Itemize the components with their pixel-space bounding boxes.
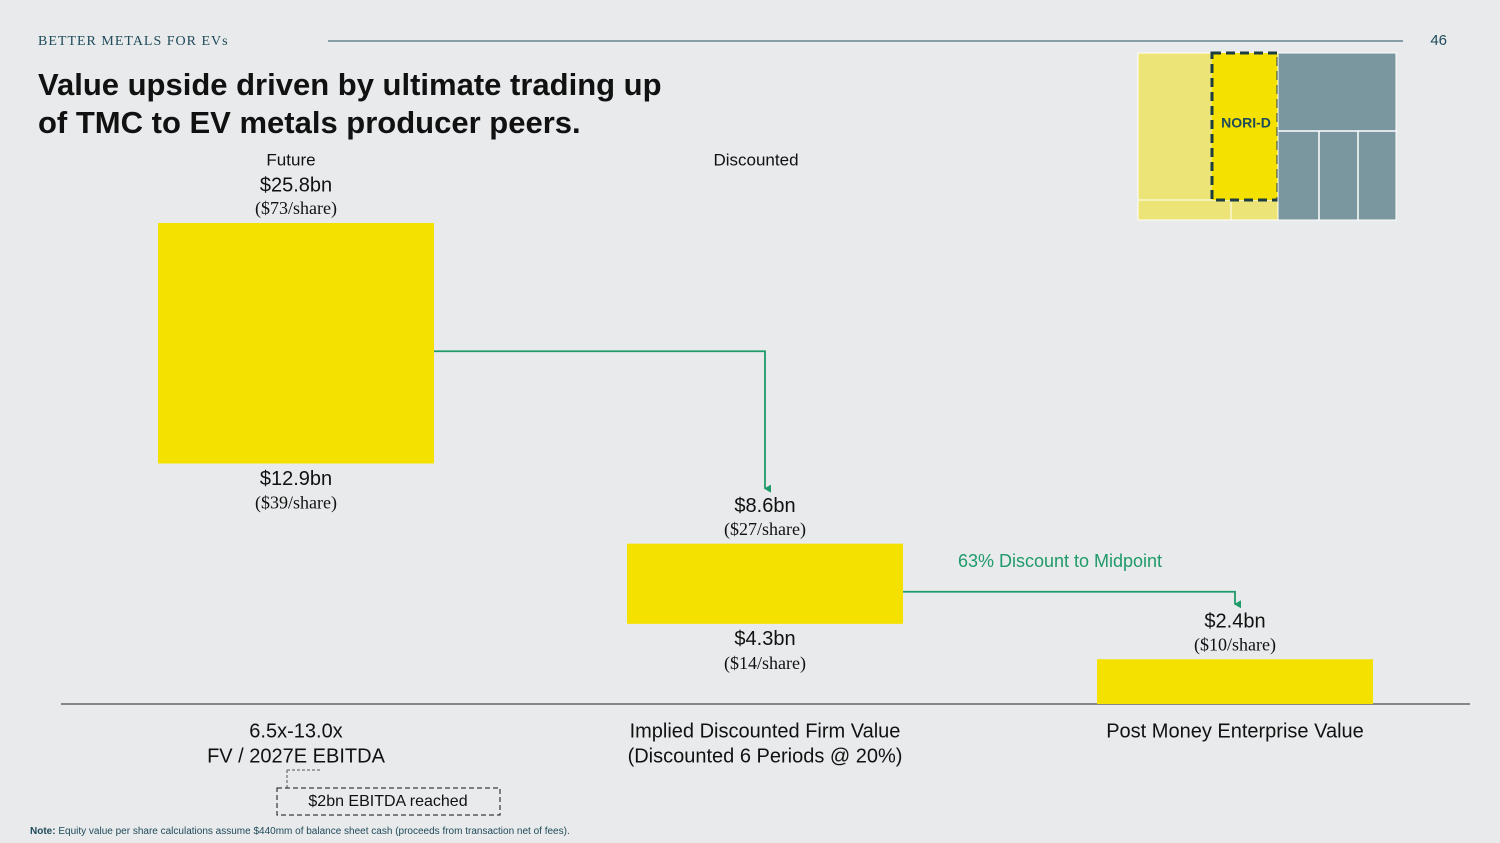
category-label: FV / 2027E EBITDA [207, 745, 386, 767]
callout-box [276, 787, 501, 816]
note-text: Equity value per share calculations assu… [58, 826, 569, 837]
column-header: Future [266, 150, 315, 169]
category-label: Implied Discounted Firm Value [630, 720, 901, 742]
high-label: $8.6bn [734, 495, 795, 517]
inset-map: NORI-D [1137, 51, 1397, 221]
page-number: 46 [1430, 32, 1447, 49]
category-label: Post Money Enterprise Value [1106, 720, 1364, 742]
low-share-label: ($39/share) [255, 493, 337, 514]
column-header: Discounted [713, 150, 798, 169]
note-label: Note: [30, 826, 56, 837]
high-label: $25.8bn [260, 174, 332, 196]
high-share-label: ($73/share) [255, 198, 337, 219]
high-share-label: ($10/share) [1194, 634, 1276, 655]
low-label: $4.3bn [734, 628, 795, 650]
inset-label: NORI-D [1221, 115, 1271, 131]
bar [627, 543, 903, 624]
category-label: 6.5x-13.0x [249, 720, 342, 742]
bar [1097, 659, 1373, 704]
title-line: Value upside driven by ultimate trading … [38, 67, 662, 102]
callout: $2bn EBITDA reached [308, 793, 467, 810]
note: Note: Equity value per share calculation… [30, 826, 570, 837]
bar [158, 223, 434, 464]
category-label: (Discounted 6 Periods @ 20%) [628, 745, 903, 767]
high-share-label: ($27/share) [724, 519, 806, 540]
low-label: $12.9bn [260, 468, 332, 490]
annotation: 63% Discount to Midpoint [958, 551, 1162, 571]
kicker: BETTER METALS FOR EVs [38, 34, 229, 49]
title-line: of TMC to EV metals producer peers. [38, 105, 581, 140]
cell [1277, 52, 1397, 221]
nori-cell [1210, 51, 1280, 202]
high-label: $2.4bn [1204, 611, 1265, 633]
low-share-label: ($14/share) [724, 653, 806, 674]
connector [434, 350, 771, 493]
connector [903, 590, 1241, 609]
